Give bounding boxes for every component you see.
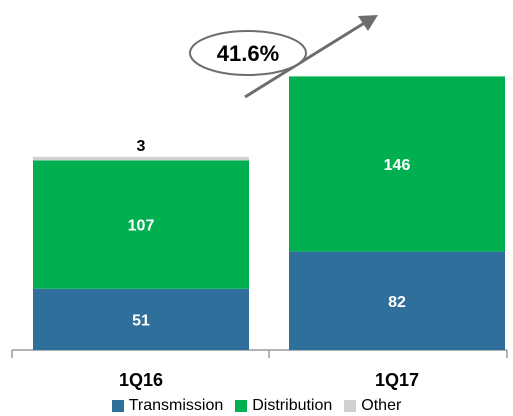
data-label-1q16-distribution: 107 xyxy=(128,218,155,235)
growth-annotation: 41.6% xyxy=(189,15,378,99)
legend-item-transmission: Transmission xyxy=(111,397,224,415)
legend-swatch-other xyxy=(344,400,357,412)
legend-swatch-transmission xyxy=(111,400,124,412)
labels-layer: 51 107 3 1Q16 82 146 1Q17 xyxy=(119,138,419,390)
axis-layer xyxy=(11,349,508,358)
growth-ellipse xyxy=(189,30,307,76)
bar-1q17-transmission xyxy=(289,251,505,350)
data-label-1q17-transmission: 82 xyxy=(388,294,406,311)
bar-1q17-distribution xyxy=(289,76,505,252)
category-label-1q16: 1Q16 xyxy=(119,370,163,390)
bars-layer xyxy=(33,76,505,350)
legend-swatch-distribution xyxy=(235,400,248,412)
data-label-1q16-other: 3 xyxy=(137,138,146,155)
category-label-1q17: 1Q17 xyxy=(375,370,419,390)
legend-item-other: Other xyxy=(344,397,401,415)
legend-item-distribution: Distribution xyxy=(235,397,332,415)
legend-label-other: Other xyxy=(361,397,402,414)
stacked-bar-chart: 51 107 3 1Q16 82 146 1Q17 41.6% xyxy=(11,15,508,390)
legend-label-distribution: Distribution xyxy=(252,397,333,414)
bar-1q16-distribution xyxy=(33,160,249,289)
data-label-1q16-transmission: 51 xyxy=(132,312,150,329)
bar-1q16-other xyxy=(33,156,249,161)
legend: Transmission Distribution Other xyxy=(0,396,513,416)
growth-arrow-line xyxy=(244,20,367,99)
growth-arrow-head xyxy=(358,15,378,31)
data-label-1q17-distribution: 146 xyxy=(384,157,411,174)
legend-label-transmission: Transmission xyxy=(128,397,224,414)
growth-label: 41.6% xyxy=(217,41,279,66)
bar-1q16-transmission xyxy=(33,288,249,350)
